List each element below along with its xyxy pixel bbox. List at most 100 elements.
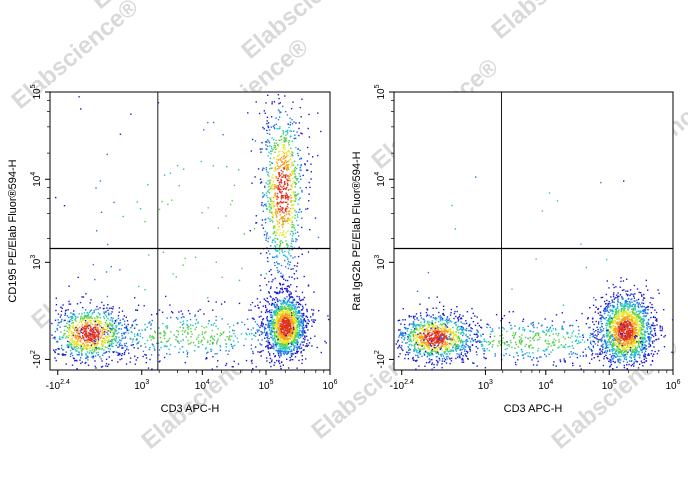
event-dot xyxy=(107,318,109,320)
event-dot xyxy=(259,148,261,150)
event-dot xyxy=(422,340,425,342)
event-dot xyxy=(270,316,272,319)
event-dot xyxy=(272,125,274,127)
event-dot xyxy=(275,309,277,311)
event-dot xyxy=(276,161,278,163)
event-dot xyxy=(280,300,282,302)
event-dot xyxy=(293,224,295,226)
event-dot xyxy=(65,363,67,365)
event-dot xyxy=(276,195,279,198)
event-dot xyxy=(138,285,140,288)
event-dot xyxy=(402,319,404,321)
event-dot xyxy=(108,363,110,366)
event-dot xyxy=(66,327,69,329)
event-dot xyxy=(297,320,299,322)
event-dot xyxy=(282,221,284,224)
event-dot xyxy=(216,366,218,368)
event-dot xyxy=(287,336,289,338)
event-dot xyxy=(474,315,476,317)
event-dot xyxy=(295,325,297,327)
event-dot xyxy=(408,340,410,342)
event-dot xyxy=(479,341,481,343)
event-dot xyxy=(77,337,79,339)
event-dot xyxy=(101,301,103,304)
event-dot xyxy=(446,341,448,344)
event-dot xyxy=(290,284,292,286)
event-dot xyxy=(270,360,273,363)
event-dot xyxy=(266,123,268,125)
event-dot xyxy=(179,321,182,324)
event-dot xyxy=(279,320,282,322)
event-dot xyxy=(272,174,274,176)
event-dot xyxy=(122,347,124,349)
event-dot xyxy=(108,313,110,316)
event-dot xyxy=(415,334,418,337)
event-dot xyxy=(54,350,56,353)
event-dot xyxy=(262,331,264,334)
event-dot xyxy=(292,313,295,316)
event-dot xyxy=(428,345,430,347)
event-dot xyxy=(293,227,295,229)
event-dot xyxy=(56,327,58,330)
event-dot xyxy=(434,350,436,352)
event-dot xyxy=(92,328,94,330)
event-dot xyxy=(281,318,284,321)
event-dot xyxy=(437,360,439,363)
event-dot xyxy=(75,350,77,352)
event-dot xyxy=(465,355,468,358)
event-dot xyxy=(442,305,445,307)
event-dot xyxy=(228,350,230,352)
event-dot xyxy=(416,340,418,342)
event-dot xyxy=(470,327,472,329)
event-dot xyxy=(288,151,290,153)
event-dot xyxy=(281,234,283,237)
event-dot xyxy=(444,329,447,331)
event-dot xyxy=(272,339,274,341)
event-dot xyxy=(283,182,286,184)
event-dot xyxy=(77,340,79,342)
event-dot xyxy=(115,344,117,347)
event-dot xyxy=(287,203,289,205)
event-dot xyxy=(81,334,84,337)
event-dot xyxy=(475,333,477,336)
event-dot xyxy=(446,323,448,325)
event-dot xyxy=(144,343,146,345)
event-dot xyxy=(278,139,280,141)
event-dot xyxy=(284,160,287,162)
event-dot xyxy=(163,335,165,337)
event-dot xyxy=(94,333,96,335)
event-dot xyxy=(296,332,298,335)
event-dot xyxy=(283,353,285,356)
event-dot xyxy=(284,343,287,346)
event-dot xyxy=(176,330,178,332)
event-dot xyxy=(276,244,278,246)
event-dot xyxy=(277,308,279,310)
event-dot xyxy=(447,355,449,358)
event-dot xyxy=(76,368,78,370)
event-dot xyxy=(286,308,288,310)
event-dot xyxy=(275,231,278,233)
event-dot xyxy=(432,343,435,345)
event-dot xyxy=(289,316,291,319)
event-dot xyxy=(456,326,459,329)
event-dot xyxy=(397,319,399,322)
event-dot xyxy=(423,331,425,334)
event-dot xyxy=(432,330,434,332)
event-dot xyxy=(282,254,285,256)
event-dot xyxy=(448,346,450,349)
event-dot xyxy=(285,337,287,340)
event-dot xyxy=(265,239,267,241)
event-dot xyxy=(278,225,280,228)
event-dot xyxy=(633,300,635,302)
event-dot xyxy=(424,338,426,340)
event-dot xyxy=(299,311,301,313)
event-dot xyxy=(451,344,453,346)
event-dot xyxy=(124,345,126,347)
event-dot xyxy=(107,304,109,306)
event-dot xyxy=(280,200,282,203)
event-dot xyxy=(285,207,287,209)
event-dot xyxy=(266,139,269,141)
event-dot xyxy=(284,298,287,300)
event-dot xyxy=(457,345,459,347)
event-dot xyxy=(280,180,283,182)
